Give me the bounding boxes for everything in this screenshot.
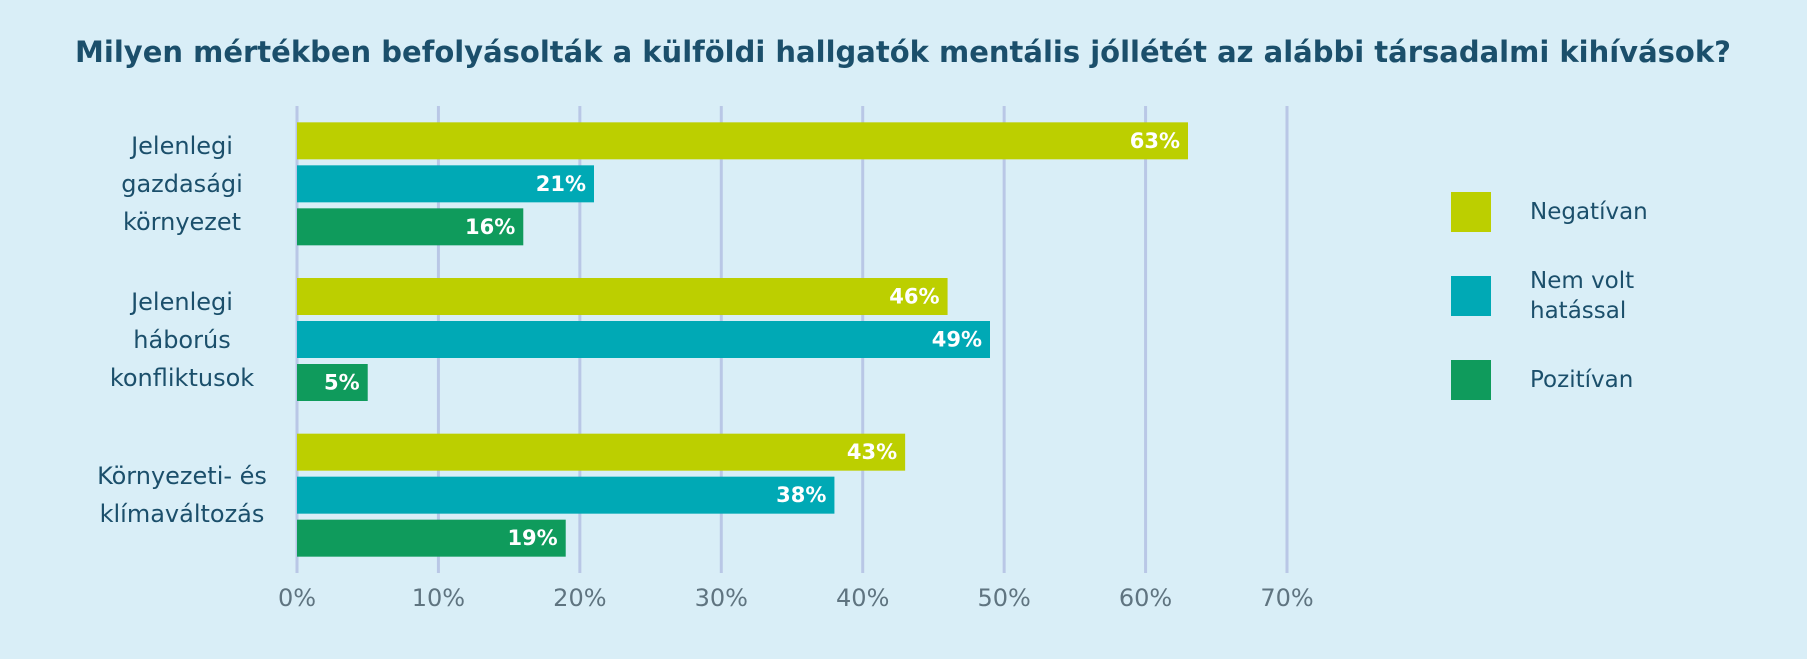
value-label: 46% xyxy=(889,285,939,309)
value-label: 5% xyxy=(324,371,360,395)
chart-title: Milyen mértékben befolyásolták a külföld… xyxy=(75,35,1731,69)
x-tick-label: 60% xyxy=(1119,584,1172,612)
bar xyxy=(297,208,524,246)
legend-swatch xyxy=(1451,276,1491,316)
value-label: 43% xyxy=(847,440,897,464)
value-label: 21% xyxy=(536,172,586,196)
value-label: 63% xyxy=(1130,129,1180,153)
x-tick-label: 40% xyxy=(836,584,889,612)
y-tick-label: Környezeti- és klímaváltozás xyxy=(97,462,267,529)
value-label: 38% xyxy=(776,483,826,507)
x-tick-label: 30% xyxy=(695,584,748,612)
bar xyxy=(297,122,1188,160)
value-label: 49% xyxy=(932,328,982,352)
legend-label: Pozitívan xyxy=(1530,367,1634,393)
legend-swatch xyxy=(1451,192,1491,232)
bar xyxy=(297,433,906,471)
bar xyxy=(297,165,594,203)
bar xyxy=(297,364,368,401)
x-tick-label: 0% xyxy=(278,584,316,612)
legend-swatch xyxy=(1451,360,1491,400)
x-tick-label: 50% xyxy=(977,584,1030,612)
bar xyxy=(297,278,948,315)
y-tick-label: Jelenlegi gazdasági környezet xyxy=(121,131,243,236)
value-label: 19% xyxy=(507,526,557,550)
x-tick-label: 10% xyxy=(412,584,465,612)
legend-label: Negatívan xyxy=(1530,199,1648,225)
x-tick-label: 20% xyxy=(553,584,606,612)
bar xyxy=(297,476,835,514)
bar xyxy=(297,321,990,358)
value-label: 16% xyxy=(465,215,515,239)
bar xyxy=(297,519,566,557)
y-tick-label: Jelenlegi háborús konfliktusok xyxy=(109,287,255,392)
legend-label: Nem volt hatással xyxy=(1530,268,1635,324)
x-tick-label: 70% xyxy=(1260,584,1313,612)
